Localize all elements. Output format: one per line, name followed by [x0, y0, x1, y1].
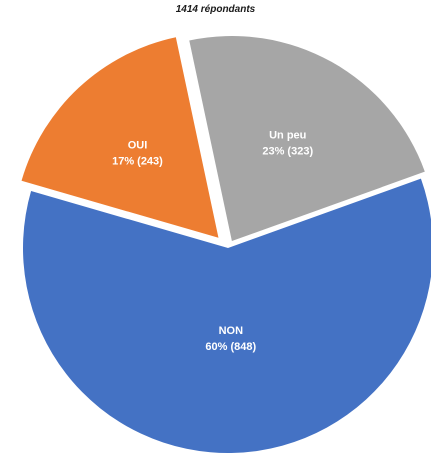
pie-labels: Un peu 23% (323) NON 60% (848) OUI 17% (243): [112, 130, 313, 353]
slice-value-label: 60% (848): [205, 341, 256, 353]
pie-slice-un-peu: [189, 36, 425, 242]
chart-title: 1414 répondants: [175, 4, 256, 15]
pie-slices: [21, 36, 431, 453]
pie-slice-non: [23, 178, 431, 453]
pie-slice-oui: [21, 37, 219, 238]
slice-name-label: Un peu: [269, 130, 306, 142]
slice-value-label: 17% (243): [112, 156, 163, 168]
slice-name-label: OUI: [128, 140, 148, 152]
slice-value-label: 23% (323): [262, 146, 313, 158]
slice-name-label: NON: [219, 325, 244, 337]
